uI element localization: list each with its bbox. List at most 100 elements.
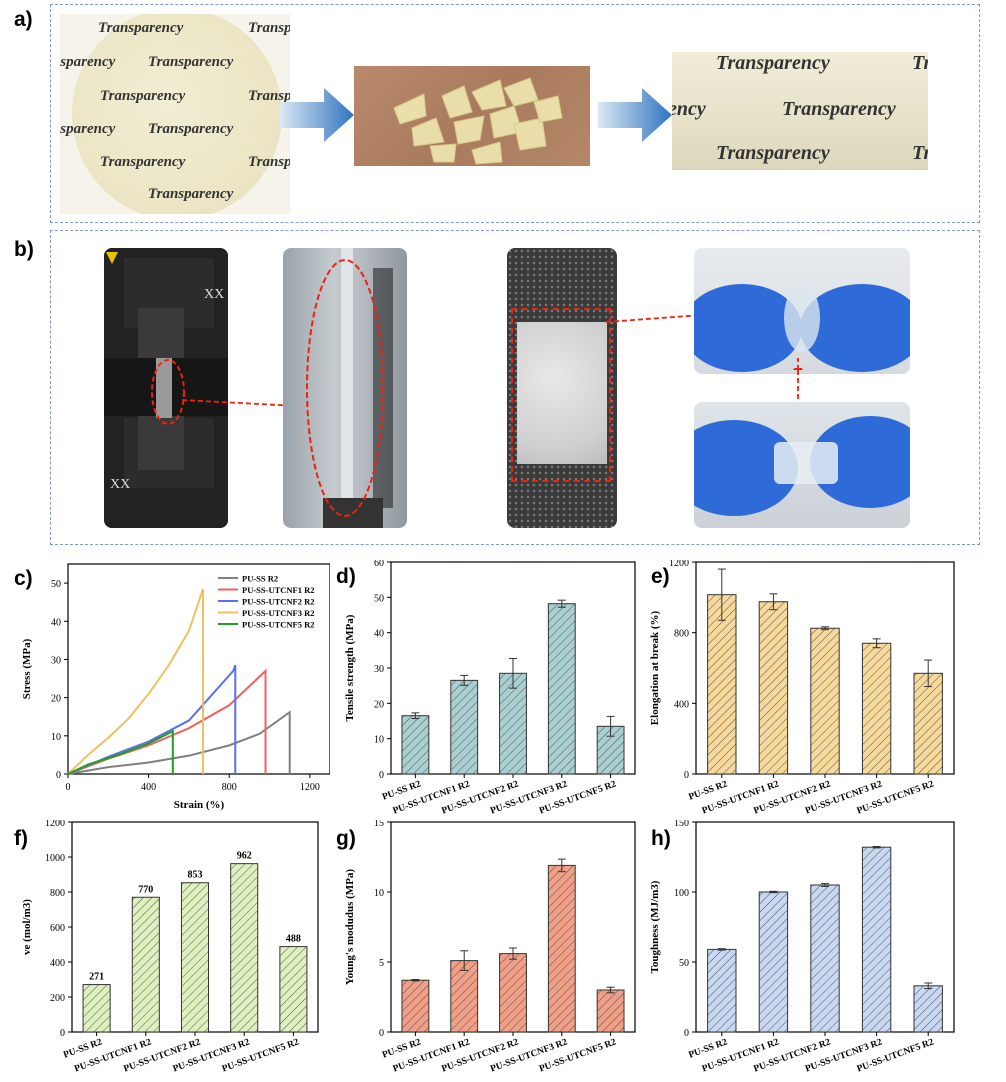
transparency-text: Transparency	[100, 88, 186, 104]
panel-label-a: a)	[14, 8, 33, 31]
arrow-right-icon	[280, 88, 354, 142]
series-line	[67, 729, 174, 775]
transparency-text: Transparency	[782, 98, 896, 120]
y-tick-label: 1200	[669, 560, 689, 569]
data-label: 770	[138, 884, 153, 895]
transparency-text: Transparency	[100, 154, 186, 170]
transparency-text: Transparency	[248, 20, 290, 36]
y-tick-label: 100	[674, 888, 689, 899]
y-tick-label: 20	[51, 694, 61, 705]
panel-label-d: d)	[336, 565, 356, 588]
y-tick-label: 40	[51, 617, 61, 628]
data-label: 271	[89, 972, 104, 983]
panel-label-b: b)	[14, 238, 34, 261]
x-tick-label: 0	[66, 782, 71, 793]
y-tick-label: 10	[51, 732, 61, 743]
transparency-text: Transparency	[716, 142, 830, 164]
transparency-text: Transparency	[148, 186, 234, 202]
bar	[401, 715, 430, 775]
y-tick-label: 30	[51, 655, 61, 666]
panel-label-f: f)	[14, 827, 28, 850]
transparency-text: Transparency	[148, 54, 234, 70]
bar	[131, 896, 160, 1033]
y-tick-label: 50	[374, 593, 384, 604]
y-tick-label: 0	[379, 770, 384, 781]
bar	[810, 627, 840, 775]
bar	[180, 882, 210, 1033]
y-axis-label: Tensile strength (MPa)	[344, 614, 356, 721]
y-tick-label: 400	[674, 699, 689, 710]
bar	[758, 891, 789, 1033]
panel-label-g: g)	[336, 827, 356, 850]
y-tick-label: 50	[51, 579, 61, 590]
bar	[707, 594, 737, 775]
transparency-text: Transparency	[672, 98, 706, 120]
white-film-area	[517, 322, 607, 464]
bar	[707, 948, 737, 1033]
y-tick-label: 0	[56, 770, 61, 781]
bar	[547, 603, 576, 775]
x-tick-label: 800	[222, 782, 237, 793]
y-tick-label: 5	[379, 958, 384, 969]
bar	[861, 846, 892, 1033]
transparency-text: Transparency	[98, 20, 184, 36]
transparency-text: Transparency	[716, 52, 830, 74]
y-tick-label: 15	[374, 820, 384, 829]
tensile-grips-icon: XX XX	[104, 248, 228, 528]
y-tick-label: 800	[674, 629, 689, 640]
y-tick-label: 0	[379, 1028, 384, 1039]
data-label: 488	[286, 934, 301, 945]
y-tick-label: 400	[50, 958, 65, 969]
bar	[450, 679, 479, 775]
legend-entry: PU-SS-UTCNF1 R2	[242, 585, 315, 595]
y-tick-label: 10	[374, 888, 384, 899]
transparency-film-photo-2: Transparency Transparency Transparency T…	[672, 52, 928, 170]
y-tick-label: 0	[684, 1028, 689, 1039]
y-tick-label: 10	[374, 735, 384, 746]
bar	[401, 979, 430, 1033]
bar	[913, 985, 943, 1033]
chart-c-frame	[67, 563, 330, 775]
y-tick-label: 200	[50, 993, 65, 1004]
x-tick-label: 1200	[300, 782, 320, 793]
panel-label-e: e)	[651, 565, 670, 588]
y-tick-label: 0	[60, 1028, 65, 1039]
legend-entry: PU-SS-UTCNF3 R2	[242, 608, 315, 618]
legend-entry: PU-SS R2	[242, 574, 278, 584]
y-tick-label: 150	[674, 820, 689, 829]
y-tick-label: 1000	[45, 853, 65, 864]
transparency-film-photo-1: Transparency Transparency Transparency T…	[60, 14, 290, 214]
transparency-text: Transparency	[248, 88, 290, 104]
fabric-coated-photo	[507, 248, 617, 528]
bar	[810, 884, 840, 1033]
y-tick-label: 800	[50, 888, 65, 899]
bar	[913, 672, 943, 775]
gloved-hands-photo-2	[694, 402, 910, 528]
series-line	[67, 710, 291, 775]
highlight-box	[511, 308, 611, 482]
y-tick-label: 30	[374, 664, 384, 675]
transparency-text: Transparency	[148, 121, 234, 137]
y-tick-label: 20	[374, 699, 384, 710]
arrow-right-icon	[598, 88, 672, 142]
series-line	[67, 588, 205, 775]
bar	[861, 642, 892, 775]
transparency-text: Transparency	[912, 52, 928, 74]
data-label: 853	[188, 870, 203, 881]
x-tick-label: 400	[141, 782, 156, 793]
panel-label-h: h)	[651, 827, 671, 850]
panel-b-frame	[50, 230, 980, 545]
y-tick-label: 0	[684, 770, 689, 781]
x-axis-label: Strain (%)	[174, 799, 225, 811]
gloved-hands-icon	[694, 416, 910, 516]
legend-entry: PU-SS-UTCNF2 R2	[242, 597, 315, 607]
film-pieces-photo	[354, 66, 590, 166]
series-line	[67, 664, 237, 775]
panel-a-frame	[50, 4, 980, 223]
gloved-hands-photo-1	[694, 248, 910, 374]
bar	[450, 960, 479, 1033]
bar	[758, 601, 789, 775]
